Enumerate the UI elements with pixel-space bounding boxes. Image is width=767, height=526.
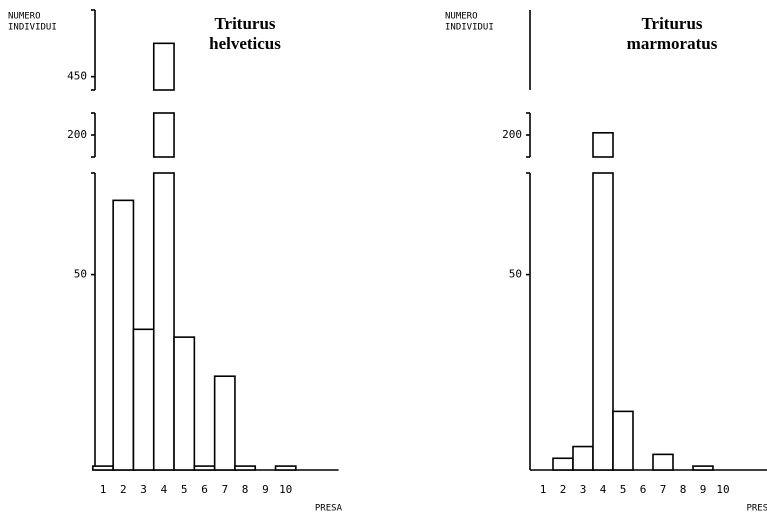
bar [552,457,574,471]
bar [92,465,114,471]
bar [213,375,236,471]
y-tick-label: 50 [509,268,522,281]
bar [152,42,175,91]
bar [572,445,594,471]
chart-title: Triturus [214,14,275,33]
bar [152,112,175,158]
bar [132,328,155,471]
bar [152,172,175,471]
x-tick-label: 4 [600,483,607,496]
y-label: NUMERO [8,12,41,22]
chart-title: Triturus [641,14,702,33]
bar [652,453,674,471]
x-tick-label: 2 [560,483,567,496]
chart-title: helveticus [209,34,281,53]
x-tick-label: 9 [700,483,707,496]
y-label: INDIVIDUI [445,23,494,33]
bar [112,199,135,471]
x-tick-label: 3 [580,483,587,496]
x-tick-label: 10 [279,483,292,496]
bar [612,410,634,471]
x-tick-label: 5 [181,483,188,496]
x-tick-label: 3 [140,483,147,496]
y-tick-label: 50 [74,268,87,281]
x-tick-label: 7 [660,483,667,496]
y-label: INDIVIDUI [8,23,57,33]
x-label: PRESA [315,504,343,514]
x-tick-label: 8 [242,483,249,496]
bar [592,132,614,158]
x-tick-label: 9 [262,483,269,496]
y-label: NUMERO [445,12,478,22]
x-tick-label: 6 [201,483,208,496]
bar [692,465,714,471]
y-tick-label: 450 [67,70,87,83]
bar [173,336,196,471]
y-tick-label: 200 [67,128,87,141]
x-tick-label: 10 [716,483,729,496]
x-tick-label: 1 [540,483,547,496]
y-tick-label: 200 [502,128,522,141]
x-tick-label: 6 [640,483,647,496]
bar [274,465,297,471]
x-tick-label: 2 [120,483,127,496]
x-tick-label: 8 [680,483,687,496]
x-label: PRESA [746,504,767,514]
x-tick-label: 7 [221,483,228,496]
x-tick-label: 5 [620,483,627,496]
bar [234,465,257,471]
chart-title: marmoratus [627,34,718,53]
x-tick-label: 1 [100,483,107,496]
x-tick-label: 4 [161,483,168,496]
bar [193,465,216,471]
bar [592,172,614,471]
